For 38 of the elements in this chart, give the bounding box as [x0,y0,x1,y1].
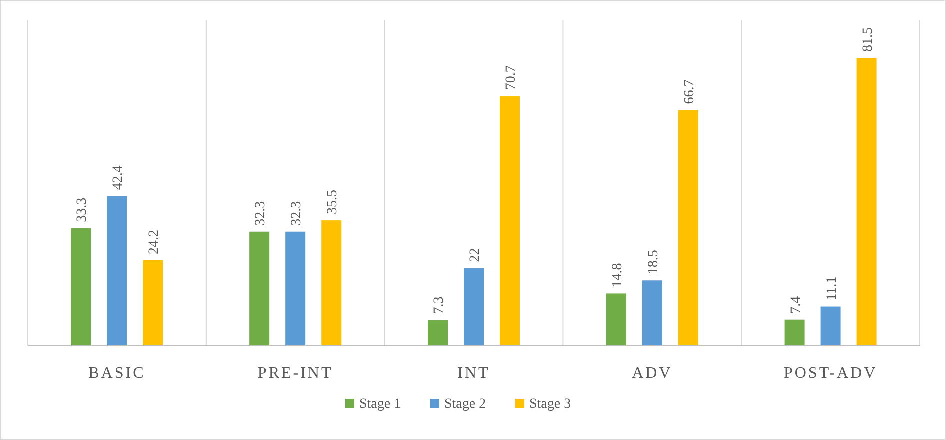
x-tick-label: INT [458,365,490,382]
data-label: 18.5 [646,250,662,275]
data-label: 33.3 [75,198,90,222]
data-label: 7.3 [432,296,447,314]
bar [856,58,877,346]
bar [107,196,128,346]
bar [606,294,626,346]
bar [678,110,698,346]
x-tick-label: PRE-INT [258,365,334,382]
bar [250,232,270,346]
data-label: 66.7 [682,80,698,104]
data-label: 11.1 [824,276,840,301]
data-label: 7.4 [788,296,804,314]
bar [464,268,484,346]
legend-label: Stage 2 [444,397,486,412]
data-label: 22 [468,248,483,262]
data-label: 81.5 [860,28,876,52]
bar [71,228,92,346]
x-tick-label: BASIC [88,365,146,382]
bar [784,320,805,346]
legend-label: Stage 3 [530,397,572,412]
bar [428,320,448,346]
data-label: 70.7 [504,66,519,90]
data-label: 14.8 [610,263,626,288]
bar [642,280,662,346]
data-label: 42.4 [111,166,126,190]
x-tick-label: POST-ADV [784,365,878,382]
data-label: 35.5 [326,190,341,215]
bar [286,232,306,346]
bar [820,306,841,346]
bar [500,96,520,346]
x-tick-label: ADV [632,365,673,382]
data-label: 32.3 [290,201,305,226]
bar [322,220,342,346]
data-label: 32.3 [254,201,269,226]
data-label: 24.2 [147,230,162,254]
bar [143,260,164,346]
legend-label: Stage 1 [360,397,402,412]
